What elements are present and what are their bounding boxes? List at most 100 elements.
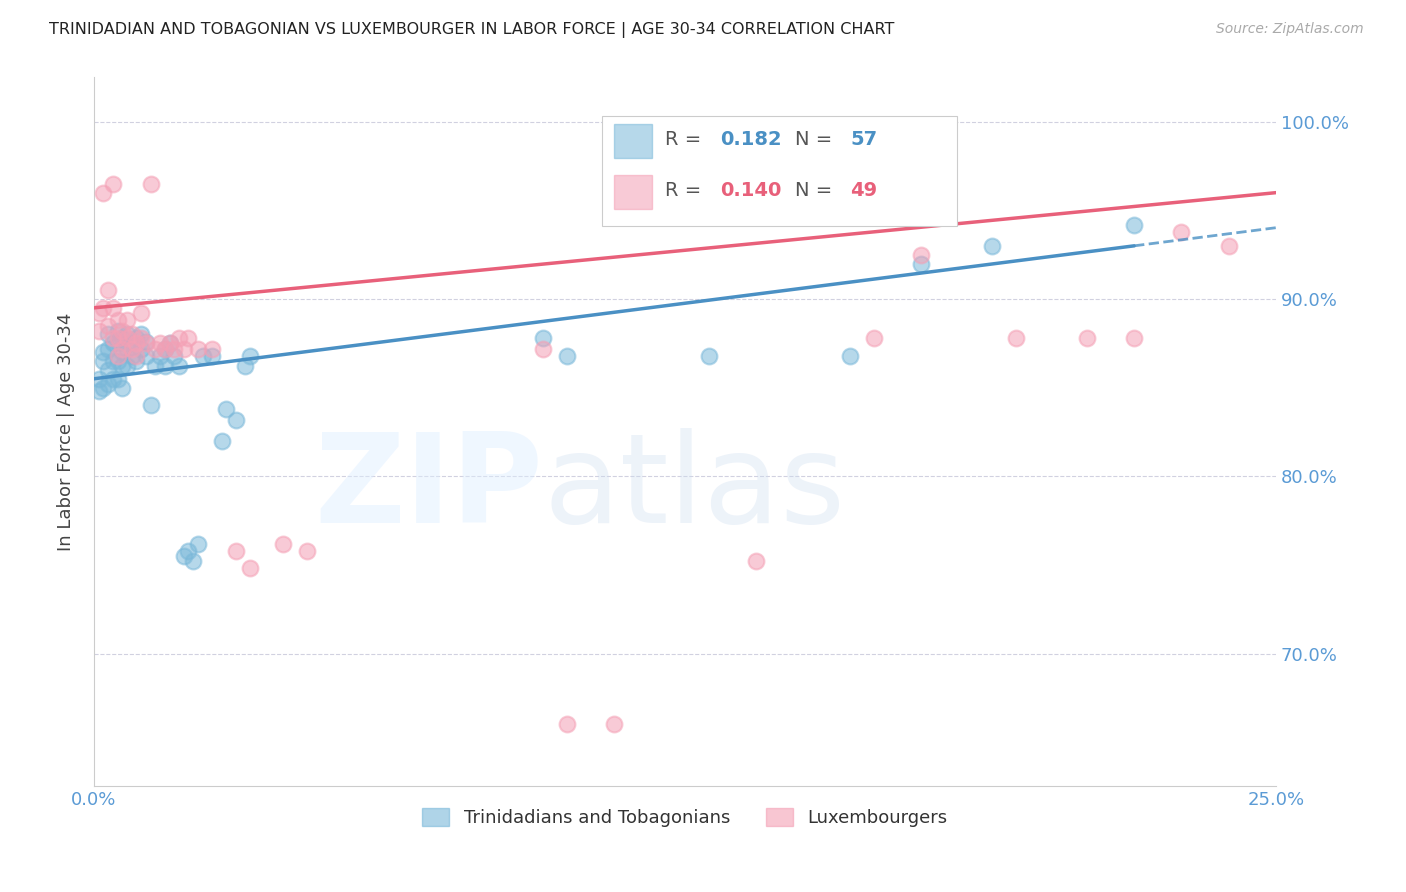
Point	[87, 372, 110, 386]
Point	[187, 342, 209, 356]
Point	[111, 359, 134, 374]
Point	[167, 331, 190, 345]
Point	[910, 256, 932, 270]
Point	[115, 331, 138, 345]
Point	[107, 324, 129, 338]
Point	[163, 342, 186, 356]
Point	[211, 434, 233, 448]
Point	[107, 313, 129, 327]
Point	[111, 324, 134, 338]
Y-axis label: In Labor Force | Age 30-34: In Labor Force | Age 30-34	[58, 313, 75, 551]
Text: N =: N =	[794, 129, 838, 149]
Point	[97, 283, 120, 297]
Point	[167, 359, 190, 374]
Point	[121, 327, 143, 342]
FancyBboxPatch shape	[602, 117, 957, 227]
Text: 0.140: 0.140	[720, 181, 782, 201]
Point	[163, 349, 186, 363]
Point	[191, 349, 214, 363]
Point	[111, 331, 134, 345]
Point	[1170, 225, 1192, 239]
Point	[173, 549, 195, 563]
Point	[1076, 331, 1098, 345]
Point	[135, 336, 157, 351]
Point	[153, 342, 176, 356]
Point	[129, 342, 152, 356]
Point	[531, 342, 554, 356]
Point	[910, 248, 932, 262]
Point	[121, 349, 143, 363]
Text: 49: 49	[851, 181, 877, 201]
Point	[233, 359, 256, 374]
Point	[129, 327, 152, 342]
Point	[101, 177, 124, 191]
Point	[101, 372, 124, 386]
Point	[125, 336, 148, 351]
Text: R =: R =	[665, 181, 707, 201]
Point	[745, 554, 768, 568]
Point	[107, 331, 129, 345]
Point	[225, 543, 247, 558]
Bar	[614, 123, 652, 158]
Point	[115, 342, 138, 356]
Point	[139, 398, 162, 412]
Text: R =: R =	[665, 129, 707, 149]
Point	[145, 342, 167, 356]
Point	[93, 354, 115, 368]
Point	[173, 342, 195, 356]
Point	[153, 342, 176, 356]
Point	[135, 349, 157, 363]
Point	[153, 359, 176, 374]
Point	[697, 349, 720, 363]
Point	[111, 342, 134, 356]
Point	[101, 331, 124, 345]
Point	[239, 349, 262, 363]
Point	[981, 239, 1004, 253]
Point	[145, 359, 167, 374]
Point	[1123, 218, 1146, 232]
Point	[97, 363, 120, 377]
Point	[1005, 331, 1028, 345]
Point	[125, 331, 148, 345]
Point	[121, 336, 143, 351]
Text: 57: 57	[851, 129, 877, 149]
Point	[101, 336, 124, 351]
Point	[97, 342, 120, 356]
Point	[93, 381, 115, 395]
Point	[107, 354, 129, 368]
Point	[555, 717, 578, 731]
Point	[115, 313, 138, 327]
Text: ZIP: ZIP	[315, 428, 543, 549]
Point	[121, 342, 143, 356]
Point	[603, 717, 626, 731]
Text: atlas: atlas	[543, 428, 845, 549]
Point	[87, 324, 110, 338]
Point	[93, 186, 115, 200]
Point	[97, 327, 120, 342]
Point	[839, 349, 862, 363]
Point	[139, 177, 162, 191]
Point	[93, 301, 115, 315]
Point	[863, 331, 886, 345]
Point	[101, 354, 124, 368]
Point	[93, 345, 115, 359]
Point	[125, 354, 148, 368]
Point	[87, 306, 110, 320]
Point	[115, 327, 138, 342]
Text: 0.182: 0.182	[720, 129, 782, 149]
Point	[1123, 331, 1146, 345]
Point	[107, 372, 129, 386]
Text: N =: N =	[794, 181, 838, 201]
Point	[531, 331, 554, 345]
Point	[107, 336, 129, 351]
Point	[201, 342, 224, 356]
Point	[135, 334, 157, 349]
Point	[107, 349, 129, 363]
Point	[111, 381, 134, 395]
Point	[87, 384, 110, 399]
Point	[555, 349, 578, 363]
Point	[111, 345, 134, 359]
Text: TRINIDADIAN AND TOBAGONIAN VS LUXEMBOURGER IN LABOR FORCE | AGE 30-34 CORRELATIO: TRINIDADIAN AND TOBAGONIAN VS LUXEMBOURG…	[49, 22, 894, 38]
Point	[101, 301, 124, 315]
Point	[215, 401, 238, 416]
